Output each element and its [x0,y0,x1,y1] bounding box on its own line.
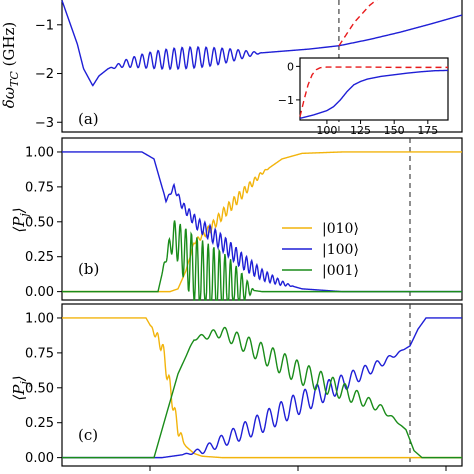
inset-ytick-label: 0 [287,60,294,73]
panel-b-ytick-label: 0.00 [25,285,54,300]
svg-text:δωTC (GHz): δωTC (GHz) [0,22,21,108]
panel-b: 0.00 0.25 0.50 0.75 1.00 (b) ⟨Pj⟩ |010⟩ |100⟩… [10,137,463,301]
panel-c-frame [61,303,463,467]
panel-a-yticks: −3 −2 −1 [35,18,62,131]
panel-c-label: (c) [78,426,98,444]
panel-b-ytick-label: 1.00 [25,145,54,160]
panel-a-ytick-label: −3 [35,116,54,131]
inset-background [300,58,448,120]
panel-b-series-blue [62,151,462,293]
panel-c: 0.00 0.25 0.50 0.75 1.00 (c) ⟨Pj⟩ [10,303,463,471]
inset-series-blue [299,69,449,120]
inset-xtick-label: 175 [417,124,438,137]
inset-xtick-label: 150 [384,124,405,137]
panel-c-lines [62,304,462,466]
panel-a-label: (a) [78,110,99,128]
panel-a-ytick-label: −1 [35,18,54,33]
panel-a-frame [61,0,463,133]
panel-b-ytick-label: 0.50 [25,215,54,230]
panel-a-ylabel: δωTC (GHz) [0,22,21,108]
panel-a-inset: 100 125 150 175 −1 0 [278,57,449,137]
panel-c-ytick-label: 0.50 [25,381,54,396]
legend-label: |010⟩ [322,221,359,237]
svg-text:⟨Pj⟩: ⟨Pj⟩ [10,375,31,400]
inset-xtick-label: 100 [316,124,337,137]
panel-c-ylabel: ⟨Pj⟩ [10,375,31,400]
panel-b-ylabel: ⟨Pj⟩ [10,207,31,232]
panel-b-ytick-label: 0.25 [25,250,54,265]
panel-a-series-blue [61,0,463,87]
panel-c-series-green [62,326,462,459]
panel-b-frame [61,137,463,301]
panel-c-ytick-label: 0.25 [25,416,54,431]
legend-label: |001⟩ [322,263,359,279]
panel-c-series-orange [62,317,462,459]
inset-ytick-label: −1 [278,94,294,107]
panel-b-ytick-label: 0.75 [25,180,54,195]
panel-b-lines [62,138,462,301]
svg-text:⟨Pj⟩: ⟨Pj⟩ [10,207,31,232]
inset-frame [299,57,449,121]
panel-c-ytick-label: 1.00 [25,311,54,326]
panel-a-series-red-dashed [338,0,378,47]
inset-xtick-label: 125 [350,124,371,137]
panel-b-yticks: 0.00 0.25 0.50 0.75 1.00 [25,145,62,300]
inset-lines [299,66,449,120]
panel-c-ytick-label: 0.75 [25,346,54,361]
panel-a: −3 −2 −1 (a) δωTC (GHz) 100 125 150 175 −1 0 [0,0,463,137]
panel-c-yticks: 0.00 0.25 0.50 0.75 1.00 [25,311,62,466]
panel-c-series-blue [62,317,462,459]
inset-ticks: 100 125 150 175 −1 0 [278,60,439,137]
panel-c-ytick-label: 0.00 [25,451,54,466]
legend-label: |100⟩ [322,242,359,258]
panel-b-label: (b) [78,260,99,278]
panel-c-xticks [149,466,447,471]
panel-a-ytick-label: −2 [35,67,54,82]
panel-b-series-green [62,220,462,301]
legend: |010⟩ |100⟩ |001⟩ [282,221,359,279]
